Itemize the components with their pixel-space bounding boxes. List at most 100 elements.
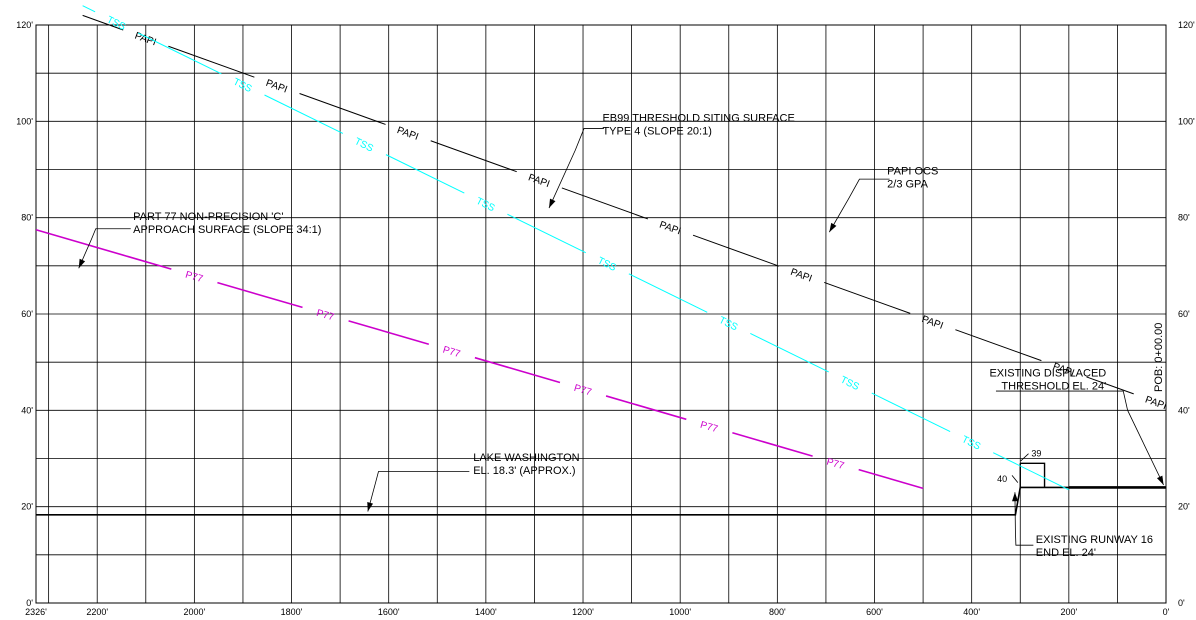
x-tick-label: 0'	[1163, 607, 1170, 617]
annotations: PART 77 NON-PRECISION 'C'APPROACH SURFAC…	[78, 112, 1164, 559]
y-tick-label-left: 60'	[21, 309, 33, 319]
tss-line-segment	[264, 94, 344, 134]
approach-surfaces: PAPIPAPIPAPIPAPIPAPIPAPIPAPIPAPIPAPITSST…	[35, 5, 1168, 491]
papi-line-segment	[82, 14, 124, 31]
p77-callout-text-line: APPROACH SURFACE (SLOPE 34:1)	[133, 224, 321, 236]
lake-callout-arrowhead	[367, 502, 374, 512]
tss-callout-arrowhead	[549, 198, 556, 209]
threshold-callout-leader	[995, 390, 1164, 486]
x-tick-label: 600'	[866, 607, 883, 617]
y-tick-label-left: 40'	[21, 405, 33, 415]
y-tick-label-right: 60'	[1178, 309, 1190, 319]
papi-label: PAPI	[789, 267, 813, 285]
papi-label: PAPI	[395, 125, 419, 143]
p77-line-segment	[605, 395, 687, 421]
p77-label: P77	[699, 420, 720, 436]
papi-label: PAPI	[1144, 395, 1168, 413]
tss-label: TSS	[474, 196, 497, 215]
tss-label: TSS	[595, 255, 618, 274]
papi-label: PAPI	[264, 78, 288, 96]
tss-line-segment	[992, 452, 1070, 491]
tss-line-segment	[82, 5, 96, 13]
runway-end-callout-text-line: EXISTING RUNWAY 16	[1036, 534, 1153, 546]
y-tick-label-left: 100'	[16, 116, 33, 126]
p77-label: P77	[315, 308, 336, 324]
y-tick-label-left: 120'	[16, 20, 33, 30]
y-tick-label-right: 0'	[1178, 598, 1185, 608]
tss-line-segment	[507, 213, 586, 254]
papi-line-segment	[824, 281, 911, 314]
papi-callout-text-line: 2/3 GPA	[887, 178, 928, 190]
y-tick-label-right: 20'	[1178, 502, 1190, 512]
y-tick-label-left: 0'	[26, 598, 33, 608]
tss-callout-text-line: TYPE 4 (SLOPE 20:1)	[602, 125, 711, 137]
x-tick-label: 1600'	[378, 607, 400, 617]
p77-line-segment	[348, 320, 430, 346]
x-tick-label: 1000'	[669, 607, 691, 617]
x-tick-label: 400'	[963, 607, 980, 617]
papi-callout-text-line: PAPI OCS	[887, 165, 938, 177]
ground-line	[36, 486, 1166, 516]
y-tick-label-right: 80'	[1178, 213, 1190, 223]
papi-line-segment	[955, 329, 1042, 362]
lake-callout-text-line: EL. 18.3' (APPROX.)	[473, 465, 575, 477]
lake-callout-text-line: LAKE WASHINGTON	[473, 452, 579, 464]
papi-line-segment	[692, 234, 780, 267]
x-tick-label: 1400'	[475, 607, 497, 617]
tss-line-segment	[137, 32, 222, 75]
lake-callout-leader	[367, 471, 470, 512]
label-39-box	[1020, 462, 1046, 488]
papi-line-segment	[430, 140, 517, 173]
p77-label: P77	[441, 345, 462, 361]
papi-callout-arrowhead	[829, 222, 837, 233]
label-39: 39	[1031, 449, 1041, 459]
x-tick-label: 800'	[769, 607, 786, 617]
axis-ticks: 2326' 2200' 2000' 1800' 1600' 1400' 1200' 1000'…	[16, 20, 1195, 617]
grid	[35, 24, 1167, 604]
x-tick-label: 200'	[1060, 607, 1077, 617]
p77-line-segment	[474, 356, 561, 384]
x-tick-label: 2326'	[25, 607, 47, 617]
p77-label: P77	[825, 457, 846, 473]
y-tick-label-left: 20'	[21, 502, 33, 512]
tss-callout-text-line: EB99 THRESHOLD SITING SURFACE	[602, 112, 794, 124]
p77-label: P77	[573, 383, 594, 399]
tss-callout-leader	[548, 128, 604, 209]
tss-line-segment	[385, 154, 465, 194]
pob-label: POB: 0+00.00	[1153, 323, 1165, 392]
p77-label: P77	[184, 270, 205, 286]
p77-line-segment	[858, 468, 924, 490]
papi-label: PAPI	[527, 172, 551, 190]
tss-line-segment	[871, 392, 951, 432]
p77-line-segment	[217, 281, 303, 309]
p77-callout-arrowhead	[78, 258, 86, 269]
p77-callout-text-line: PART 77 NON-PRECISION 'C'	[133, 211, 283, 223]
x-tick-label: 1200'	[572, 607, 594, 617]
tss-label: TSS	[838, 375, 861, 394]
tss-line-segment	[628, 273, 708, 313]
papi-line-segment	[168, 45, 255, 78]
threshold-callout-text-line: THRESHOLD EL. 24'	[1001, 381, 1106, 393]
tss-label: TSS	[105, 15, 128, 34]
papi-line-segment	[299, 93, 386, 125]
x-tick-label: 1800'	[281, 607, 303, 617]
pob-label-group: POB: 0+00.00	[1153, 323, 1165, 392]
tss-line-segment	[750, 333, 829, 373]
tss-label: TSS	[960, 434, 983, 453]
tss-label: TSS	[231, 77, 254, 96]
runway-end-callout-text-line: END EL. 24'	[1036, 547, 1096, 559]
papi-callout-leader	[828, 178, 890, 233]
x-tick-label: 2200'	[86, 607, 108, 617]
papi-label: PAPI	[920, 314, 944, 332]
papi-line-segment	[561, 187, 649, 220]
y-tick-label-left: 80'	[21, 213, 33, 223]
threshold-callout-arrowhead	[1156, 475, 1164, 485]
y-tick-label-right: 40'	[1178, 405, 1190, 415]
tss-label: TSS	[717, 315, 740, 334]
label-40: 40	[997, 474, 1007, 484]
threshold-callout-text-line: EXISTING DISPLACED	[989, 368, 1106, 380]
papi-label: PAPI	[658, 220, 682, 238]
runway-end-callout-arrowhead	[1012, 492, 1019, 502]
p77-line-segment	[35, 228, 172, 270]
